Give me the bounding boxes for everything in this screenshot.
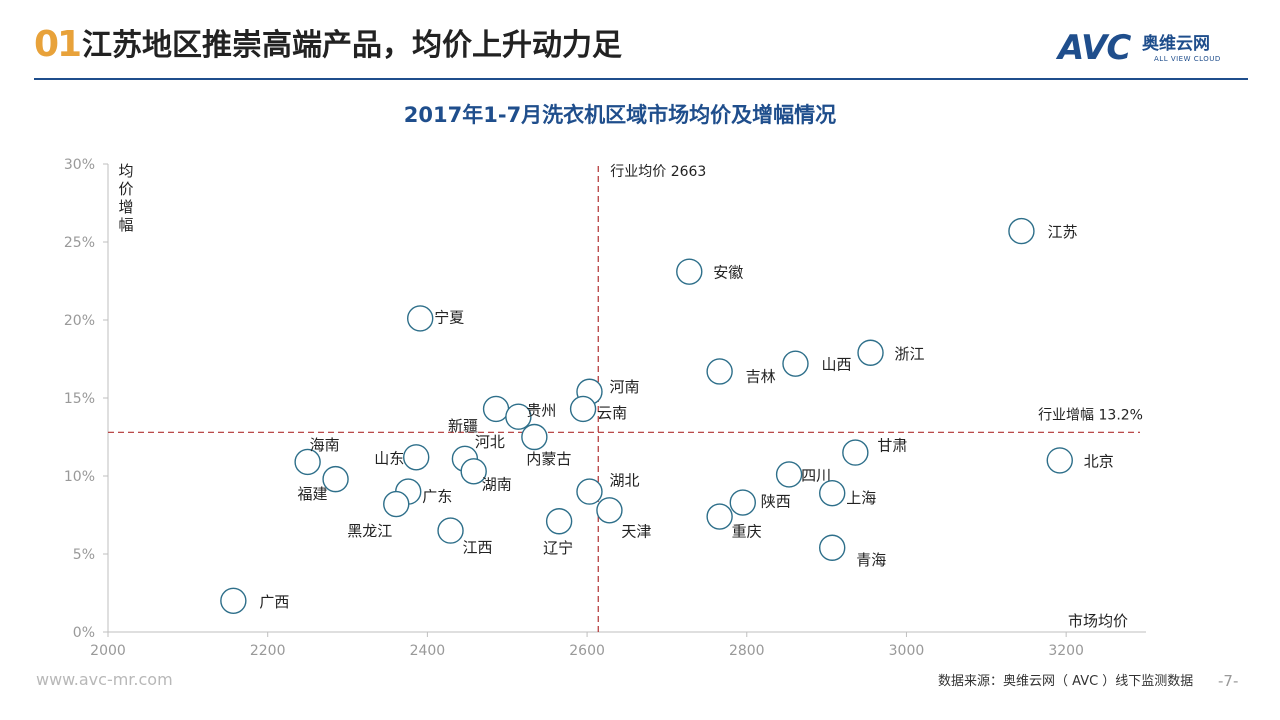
page-title: 江苏地区推崇高端产品，均价上升动力足 (82, 28, 622, 63)
footer-source: 数据来源：奥维云网（ AVC ）线下监测数据 (938, 674, 1194, 689)
page-number: -7- (1218, 672, 1239, 690)
avg-price-reference-label: 行业均价 2663 (610, 164, 706, 180)
point-宁夏 (406, 305, 434, 332)
point-label: 湖北 (609, 472, 639, 490)
point-北京 (1046, 447, 1073, 474)
chart-axes: 2000 2200 2400 2600 2800 3000 3200 0% 5% 10% 15% 20… (64, 157, 1146, 659)
x-tick-label: 2000 (90, 643, 126, 659)
point-label: 北京 (1084, 452, 1114, 470)
x-tick-label: 3200 (1048, 643, 1084, 659)
point-label: 江西 (463, 539, 493, 557)
point-label: 浙江 (895, 345, 925, 363)
point-label: 广东 (422, 488, 452, 506)
point-label: 天津 (621, 522, 651, 540)
x-tick-label: 2400 (410, 643, 446, 659)
point-福建 (322, 465, 349, 493)
avc-logo: AVC 奥维云网 ALL VIEW CLOUD (1058, 30, 1258, 70)
logo-en-name: ALL VIEW CLOUD (1154, 55, 1221, 63)
point-label: 黑龙江 (347, 522, 392, 540)
point-黑龙江 (383, 490, 410, 518)
point-label: 辽宁 (543, 539, 573, 557)
point-label: 福建 (298, 485, 328, 503)
point-label: 上海 (846, 489, 876, 507)
point-内蒙古 (521, 423, 548, 451)
point-湖南 (460, 458, 487, 485)
point-湖北 (576, 478, 603, 505)
point-label: 甘肃 (877, 437, 907, 455)
point-江西 (437, 517, 464, 544)
point-贵州 (505, 403, 532, 430)
point-label: 四川 (801, 466, 831, 484)
point-天津 (596, 497, 623, 524)
y-tick-label: 15% (64, 391, 95, 407)
point-安徽 (676, 258, 703, 285)
point-青海 (819, 534, 846, 561)
y-axis-label-char: 价 (118, 180, 133, 198)
point-海南 (294, 448, 321, 476)
point-label: 山西 (821, 356, 851, 374)
point-山东 (403, 444, 430, 471)
x-tick-label: 2800 (729, 643, 765, 659)
point-新疆 (482, 395, 510, 423)
point-label: 宁夏 (434, 308, 464, 326)
point-label: 云南 (597, 404, 627, 422)
point-陕西 (729, 489, 756, 516)
x-tick-label: 2600 (569, 643, 605, 659)
chart-title: 2017年1-7月洗衣机区域市场均价及增幅情况 (403, 103, 837, 127)
y-tick-label: 30% (64, 157, 95, 173)
point-label: 新疆 (448, 417, 478, 435)
y-axis-label-char: 增 (118, 198, 133, 216)
point-上海 (819, 479, 846, 507)
logo-cn-name: 奥维云网 (1142, 34, 1210, 54)
point-重庆 (706, 503, 733, 530)
section-number: 01 (34, 24, 82, 65)
point-label: 安徽 (713, 264, 743, 282)
point-山西 (782, 350, 809, 377)
avg-growth-reference-label: 行业增幅 13.2% (1038, 407, 1143, 423)
header: 01 江苏地区推崇高端产品，均价上升动力足 AVC 奥维云网 ALL VIEW … (0, 0, 1280, 80)
point-label: 湖南 (482, 475, 512, 493)
point-label: 山东 (374, 449, 404, 467)
point-label: 河北 (475, 433, 505, 451)
point-甘肃 (842, 439, 869, 466)
y-tick-label: 25% (64, 235, 95, 251)
point-江苏 (1008, 217, 1035, 245)
y-axis-label-char: 均 (118, 162, 133, 180)
x-tick-label: 2200 (250, 643, 286, 659)
y-tick-label: 10% (64, 469, 95, 485)
data-points: 江苏安徽宁夏浙江山西吉林河南新疆贵州 云南内蒙古甘肃北京海南山东河北湖南 四川福建广… (220, 217, 1114, 614)
point-云南 (569, 395, 597, 423)
x-axis-label: 市场均价 (1068, 612, 1128, 630)
point-label: 陕西 (761, 493, 791, 511)
point-label: 海南 (310, 436, 340, 454)
point-label: 吉林 (746, 367, 776, 385)
footer-url: www.avc-mr.com (36, 670, 173, 689)
point-label: 江苏 (1047, 223, 1077, 241)
point-label: 河南 (609, 378, 639, 396)
point-label: 贵州 (526, 402, 556, 420)
point-四川 (775, 461, 803, 488)
y-tick-label: 20% (64, 313, 95, 329)
point-label: 内蒙古 (526, 450, 571, 468)
point-广西 (220, 587, 247, 614)
x-tick-label: 3000 (889, 643, 925, 659)
point-label: 重庆 (732, 523, 762, 541)
logo-brand: AVC (1058, 28, 1131, 68)
point-吉林 (706, 358, 733, 385)
y-axis-label-char: 幅 (118, 216, 133, 234)
point-辽宁 (545, 508, 573, 535)
point-浙江 (857, 339, 884, 366)
point-label: 广西 (259, 593, 289, 611)
y-tick-label: 5% (73, 547, 95, 563)
y-tick-label: 0% (73, 625, 95, 641)
reference-lines: 行业均价 2663 行业增幅 13.2% (108, 164, 1143, 632)
point-label: 青海 (856, 551, 886, 569)
header-divider (34, 78, 1248, 80)
